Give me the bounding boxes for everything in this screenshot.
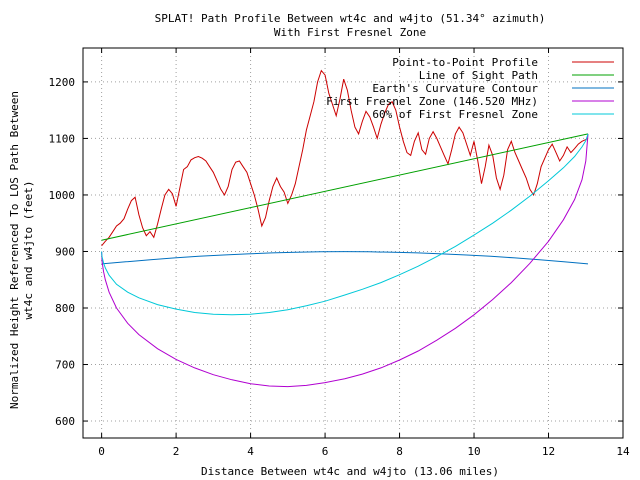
x-tick-label: 14 [616,445,630,458]
x-tick-label: 8 [396,445,403,458]
x-tick-label: 10 [467,445,480,458]
series-group [101,69,589,388]
y-tick-label: 1000 [49,189,76,202]
chart-subtitle: With First Fresnel Zone [274,26,426,39]
legend-label-3: Earth's Curvature Contour [372,82,538,95]
y-tick-label: 900 [55,245,75,258]
x-tick-label: 12 [542,445,555,458]
chart-title: SPLAT! Path Profile Between wt4c and w4j… [155,12,546,25]
series-line-2 [101,133,589,241]
y-axis-label-line2: wt4c and w4jto (feet) [22,180,35,319]
x-tick-label: 0 [98,445,105,458]
y-tick-label: 600 [55,415,75,428]
legend-label-1: Point-to-Point Profile [392,56,538,69]
y-tick-label: 800 [55,302,75,315]
x-tick-label: 6 [322,445,329,458]
legend-label-4: First Fresnel Zone (146.520 MHz) [326,95,538,108]
y-axis-label-line1: Normalized Height Referenced To LOS Path… [8,91,21,409]
plot-frame [82,47,624,439]
x-tick-label: 4 [247,445,254,458]
x-axis-ticks: 0 2 4 6 8 10 12 14 [98,48,630,458]
series-line-4 [101,133,589,388]
series-line-3 [101,251,589,265]
y-tick-label: 1100 [49,132,76,145]
legend-label-2: Line of Sight Path [419,69,538,82]
y-tick-label: 700 [55,359,75,372]
legend-label-5: 60% of First Fresnel Zone [372,108,538,121]
x-axis-label: Distance Between wt4c and w4jto (13.06 m… [201,465,499,478]
x-tick-label: 2 [173,445,180,458]
grid [83,48,623,438]
series-line-5 [101,133,589,316]
y-tick-label: 1200 [49,76,76,89]
series-line-1 [101,69,589,247]
y-axis-ticks: 600 700 800 900 1000 1100 1200 [49,76,623,428]
